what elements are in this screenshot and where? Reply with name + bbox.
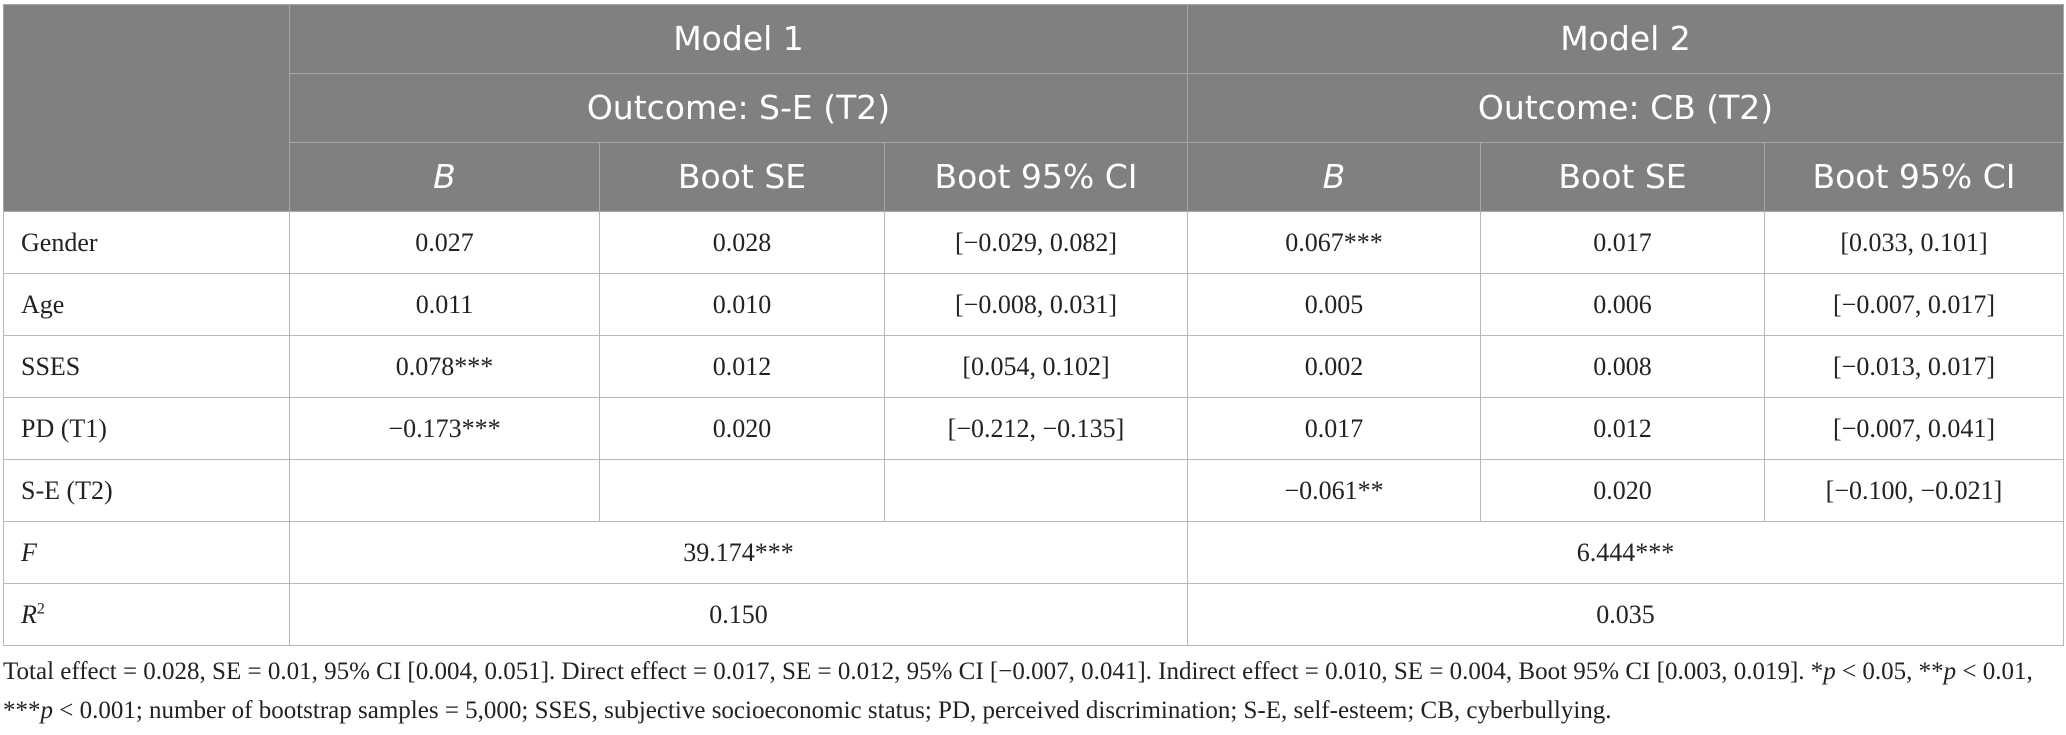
table-row-r2: R2 0.150 0.035 [3, 583, 2064, 646]
table-row-sses: SSES 0.078*** 0.012 [0.054, 0.102] 0.002… [3, 335, 2064, 398]
table-row-f: F 39.174*** 6.444*** [3, 521, 2064, 584]
cell-m1-b: 0.027 [289, 211, 600, 274]
cell-m2-se: 0.008 [1480, 335, 1765, 398]
cell-m2-b: 0.067*** [1187, 211, 1481, 274]
note-text-2: < 0.05, ** [1835, 658, 1944, 685]
cell-r2-model2: 0.035 [1187, 583, 2064, 646]
cell-m2-ci: [−0.007, 0.041] [1764, 397, 2064, 460]
note-p-3: p [40, 697, 54, 724]
cell-m2-b: 0.002 [1187, 335, 1481, 398]
cell-m2-se: 0.006 [1480, 273, 1765, 336]
cell-m1-ci [884, 459, 1188, 522]
cell-m1-b: 0.011 [289, 273, 600, 336]
cell-m2-se: 0.017 [1480, 211, 1765, 274]
table-row-pd: PD (T1) −0.173*** 0.020 [−0.212, −0.135]… [3, 397, 2064, 460]
header-row-outcomes: Outcome: S-E (T2) Outcome: CB (T2) [4, 73, 2064, 143]
cell-m2-b: 0.005 [1187, 273, 1481, 336]
header-b-model2: B [1187, 142, 1481, 212]
row-label-r2: R2 [3, 583, 290, 646]
cell-m2-ci: [−0.013, 0.017] [1764, 335, 2064, 398]
header-ci-model1: Boot 95% CI [884, 142, 1188, 212]
header-row-models: Model 1 Model 2 [3, 4, 2064, 212]
table-row-se: S-E (T2) −0.061** 0.020 [−0.100, −0.021] [3, 459, 2064, 522]
cell-m1-se: 0.020 [599, 397, 885, 460]
row-label: S-E (T2) [3, 459, 290, 522]
table-row-age: Age 0.011 0.010 [−0.008, 0.031] 0.005 0.… [3, 273, 2064, 336]
cell-m1-ci: [−0.212, −0.135] [884, 397, 1188, 460]
cell-m1-b: −0.173*** [289, 397, 600, 460]
header-model-2: Model 2 [1187, 4, 2064, 74]
cell-m1-ci: [0.054, 0.102] [884, 335, 1188, 398]
cell-f-model2: 6.444*** [1187, 521, 2064, 584]
header-se-model1: Boot SE [599, 142, 885, 212]
header-model-1: Model 1 [289, 4, 1188, 74]
cell-m1-se: 0.010 [599, 273, 885, 336]
table-footnote: Total effect = 0.028, SE = 0.01, 95% CI … [3, 652, 2063, 730]
cell-m2-se: 0.012 [1480, 397, 1765, 460]
row-label: Age [3, 273, 290, 336]
cell-m1-ci: [−0.008, 0.031] [884, 273, 1188, 336]
header-outcome-2: Outcome: CB (T2) [1187, 73, 2064, 143]
cell-m1-b [289, 459, 600, 522]
row-label: Gender [3, 211, 290, 274]
table-row-gender: Gender 0.027 0.028 [−0.029, 0.082] 0.067… [3, 211, 2064, 274]
note-text-3: < 0.01, *** [3, 658, 2033, 724]
note-text-4: < 0.001; number of bootstrap samples = 5… [53, 697, 1612, 724]
row-label-f: F [3, 521, 290, 584]
cell-f-model1: 39.174*** [289, 521, 1188, 584]
cell-m2-b: 0.017 [1187, 397, 1481, 460]
regression-table: Model 1 Model 2 Outcome: S-E (T2) Outcom… [3, 4, 2064, 646]
r2-letter: R [21, 599, 37, 629]
row-label: PD (T1) [3, 397, 290, 460]
cell-m2-ci: [−0.100, −0.021] [1764, 459, 2064, 522]
cell-m2-ci: [0.033, 0.101] [1764, 211, 2064, 274]
cell-m2-b: −0.061** [1187, 459, 1481, 522]
cell-m1-se: 0.028 [599, 211, 885, 274]
note-p-1: p [1823, 658, 1836, 685]
header-row-columns: B Boot SE Boot 95% CI B Boot SE Boot 95%… [4, 142, 2064, 212]
header-ci-model2: Boot 95% CI [1764, 142, 2064, 212]
cell-m1-ci: [−0.029, 0.082] [884, 211, 1188, 274]
note-p-2: p [1943, 658, 1957, 685]
cell-m2-se: 0.020 [1480, 459, 1765, 522]
header-se-model2: Boot SE [1480, 142, 1765, 212]
cell-m1-se: 0.012 [599, 335, 885, 398]
r2-superscript: 2 [36, 599, 45, 617]
cell-r2-model1: 0.150 [289, 583, 1188, 646]
cell-m1-b: 0.078*** [289, 335, 600, 398]
cell-m1-se [599, 459, 885, 522]
header-b-model1: B [289, 142, 600, 212]
note-text-1: Total effect = 0.028, SE = 0.01, 95% CI … [3, 658, 1824, 685]
header-outcome-1: Outcome: S-E (T2) [289, 73, 1188, 143]
row-label: SSES [3, 335, 290, 398]
header-corner [3, 4, 290, 212]
regression-table-container: Model 1 Model 2 Outcome: S-E (T2) Outcom… [3, 4, 2064, 646]
cell-m2-ci: [−0.007, 0.017] [1764, 273, 2064, 336]
